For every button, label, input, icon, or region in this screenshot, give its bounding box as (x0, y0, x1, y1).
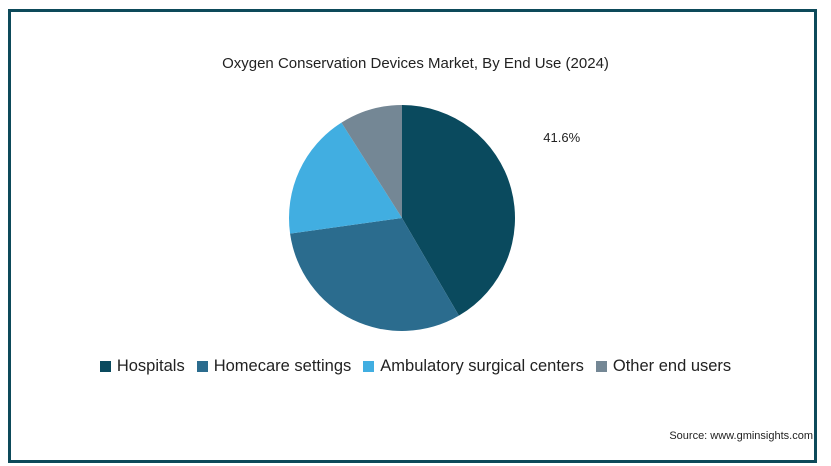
legend-item-other-end-users: Other end users (595, 357, 732, 376)
legend-label-hospitals: Hospitals (116, 357, 185, 375)
legend-item-ambulatory-surgical-centers: Ambulatory surgical centers (363, 357, 584, 376)
legend-label-other-end-users: Other end users (612, 357, 732, 375)
legend-swatch-ambulatory-surgical-centers (363, 361, 375, 372)
legend-label-homecare-settings: Homecare settings (213, 357, 352, 375)
pie-slice-ambulatory-surgical-centers (289, 122, 402, 234)
legend-item-homecare-settings: Homecare settings (196, 357, 352, 376)
legend-item-hospitals: Hospitals (99, 357, 185, 376)
legend-label-ambulatory-surgical-centers: Ambulatory surgical centers (380, 357, 584, 375)
chart-title: Oxygen Conservation Devices Market, By E… (222, 55, 609, 72)
legend-swatch-hospitals (99, 361, 111, 372)
pie-slice-other-end-users (341, 105, 402, 218)
source-note: Source: www.gminsights.com (669, 430, 813, 442)
legend: Hospitals Homecare settings Ambulatory s… (0, 357, 831, 376)
legend-swatch-homecare-settings (196, 361, 208, 372)
legend-swatch-other-end-users (595, 361, 607, 372)
pie-slice-homecare-settings (290, 218, 459, 331)
data-label-hospitals: 41.6% (543, 130, 580, 145)
pie-slice-hospitals (402, 105, 516, 316)
